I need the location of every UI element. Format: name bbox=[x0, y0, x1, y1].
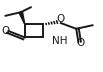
Text: O: O bbox=[1, 26, 9, 36]
Text: O: O bbox=[76, 38, 84, 48]
Text: NH: NH bbox=[52, 36, 67, 46]
Polygon shape bbox=[19, 12, 25, 24]
Text: O: O bbox=[57, 14, 65, 24]
